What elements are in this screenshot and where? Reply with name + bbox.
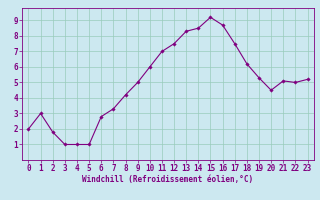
X-axis label: Windchill (Refroidissement éolien,°C): Windchill (Refroidissement éolien,°C) [83,175,253,184]
